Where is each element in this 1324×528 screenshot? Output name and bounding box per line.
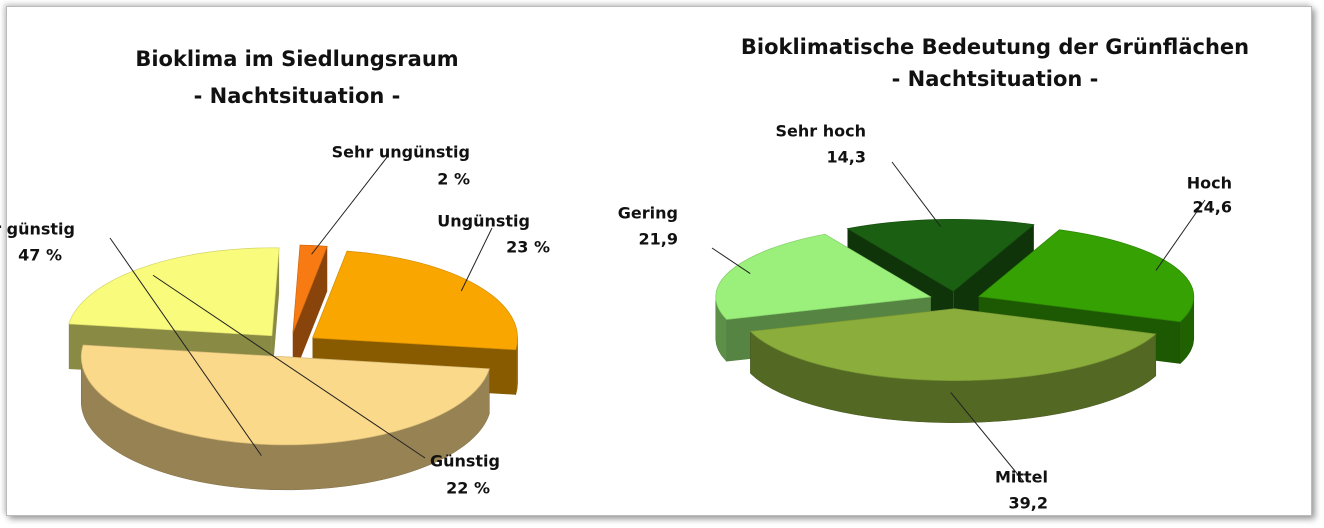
chart-title: Bioklimatische Bedeutung der Grünflächen (741, 35, 1249, 59)
slice-label: Weniger günstig (0, 220, 75, 239)
slice-value: 22 % (446, 479, 490, 498)
slice-label: Sehr hoch (776, 122, 866, 141)
slice-value: 39,2 (1009, 494, 1048, 513)
slice (292, 244, 328, 379)
slice-top (68, 247, 280, 337)
leader-line (109, 237, 262, 456)
slice-label: Mittel (995, 468, 1048, 487)
slice-top (846, 218, 1035, 292)
slice-top (312, 250, 518, 351)
slice-value: 2 % (437, 170, 470, 189)
slice-value: 24,6 (1193, 198, 1232, 217)
leader-line (460, 227, 493, 292)
slice-wall (292, 246, 328, 379)
slice-top (292, 244, 328, 334)
chart-title: Bioklima im Siedlungsraum (135, 47, 458, 71)
slice-label: Sehr ungünstig (332, 143, 470, 162)
slice-top (749, 308, 1157, 382)
slice-label: Ungünstig (437, 212, 530, 231)
leader-line (711, 247, 751, 274)
leader-line (1155, 199, 1206, 271)
chart-subtitle: - Nachtsituation - (892, 67, 1099, 91)
slice (80, 344, 490, 491)
slice-label: Gering (618, 204, 678, 223)
slice-top (80, 344, 490, 446)
slice-top (977, 229, 1195, 323)
slice-value: 14,3 (827, 148, 866, 167)
slice-value: 23 % (506, 238, 550, 257)
slice-label: Hoch (1187, 174, 1232, 193)
slice-wall (953, 224, 1034, 334)
leader-line (311, 155, 389, 255)
slice-wall (271, 247, 280, 381)
slice (749, 308, 1157, 423)
slice-label: Günstig (430, 452, 500, 471)
slice-value: 47 % (18, 246, 62, 265)
leader-line (950, 392, 1025, 483)
slice-value: 21,9 (639, 230, 678, 249)
slice-top (715, 233, 932, 320)
leader-line (152, 274, 426, 459)
chart-subtitle: - Nachtsituation - (194, 84, 401, 108)
leader-line (891, 161, 942, 227)
